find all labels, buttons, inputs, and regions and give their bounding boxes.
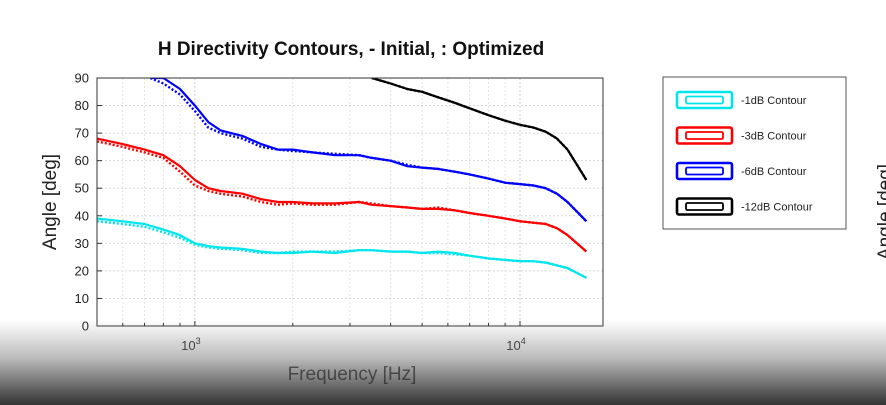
legend-swatch-outer-3dbcontour (675, 126, 734, 145)
y-tick-label: 40 (75, 208, 89, 223)
series-6dbcontour-initial-line (150, 78, 588, 223)
y-tick-label: 10 (75, 291, 89, 306)
adjacent-chart-y-axis-label: Angle [deg] (875, 164, 886, 260)
legend-label-12dbcontour: -12dB Contour (741, 202, 813, 214)
legend-swatch-inner-3dbcontour (685, 131, 724, 140)
chart-title: H Directivity Contours, - Initial, : Opt… (158, 39, 544, 60)
legend-swatch-inner-6dbcontour (685, 166, 724, 176)
x-axis-label: Frequency [Hz] (288, 364, 417, 385)
legend-swatch-outer-1dbcontour (675, 90, 734, 110)
series-12dbcontour-initial-line (371, 78, 588, 181)
y-tick-label: 30 (75, 236, 89, 251)
y-tick-label: 80 (75, 98, 89, 113)
series-lines (97, 78, 588, 279)
legend-label-3dbcontour: -3dB Contour (741, 131, 807, 143)
y-tick-label: 0 (82, 319, 89, 334)
y-tick-label: 60 (75, 153, 89, 168)
legend-label-1dbcontour: -1dB Contour (741, 95, 807, 107)
y-tick-label: 70 (75, 126, 89, 141)
series-1dbcontour-optimized-line (97, 220, 587, 279)
y-axis-label: Angle [deg] (40, 154, 61, 250)
y-tick-label: 50 (75, 181, 89, 196)
legend-swatch-outer-12dbcontour (675, 197, 734, 216)
y-tick-label: 20 (75, 263, 89, 278)
legend-swatch-inner-1dbcontour (685, 95, 724, 105)
series-6dbcontour-optimized-line (149, 78, 588, 223)
legend-label-6dbcontour: -6dB Contour (741, 166, 807, 178)
legend-swatch-inner-12dbcontour (685, 202, 724, 211)
legend-swatch-outer-6dbcontour (675, 161, 734, 181)
y-tick-label: 90 (75, 71, 89, 86)
x-tick-label: 103 (181, 336, 200, 353)
legend: -1dB Contour -3dB Contour -6dB Contour -12d… (662, 76, 847, 230)
x-tick-label: 104 (506, 336, 525, 353)
series-3dbcontour-initial-line (97, 137, 588, 253)
